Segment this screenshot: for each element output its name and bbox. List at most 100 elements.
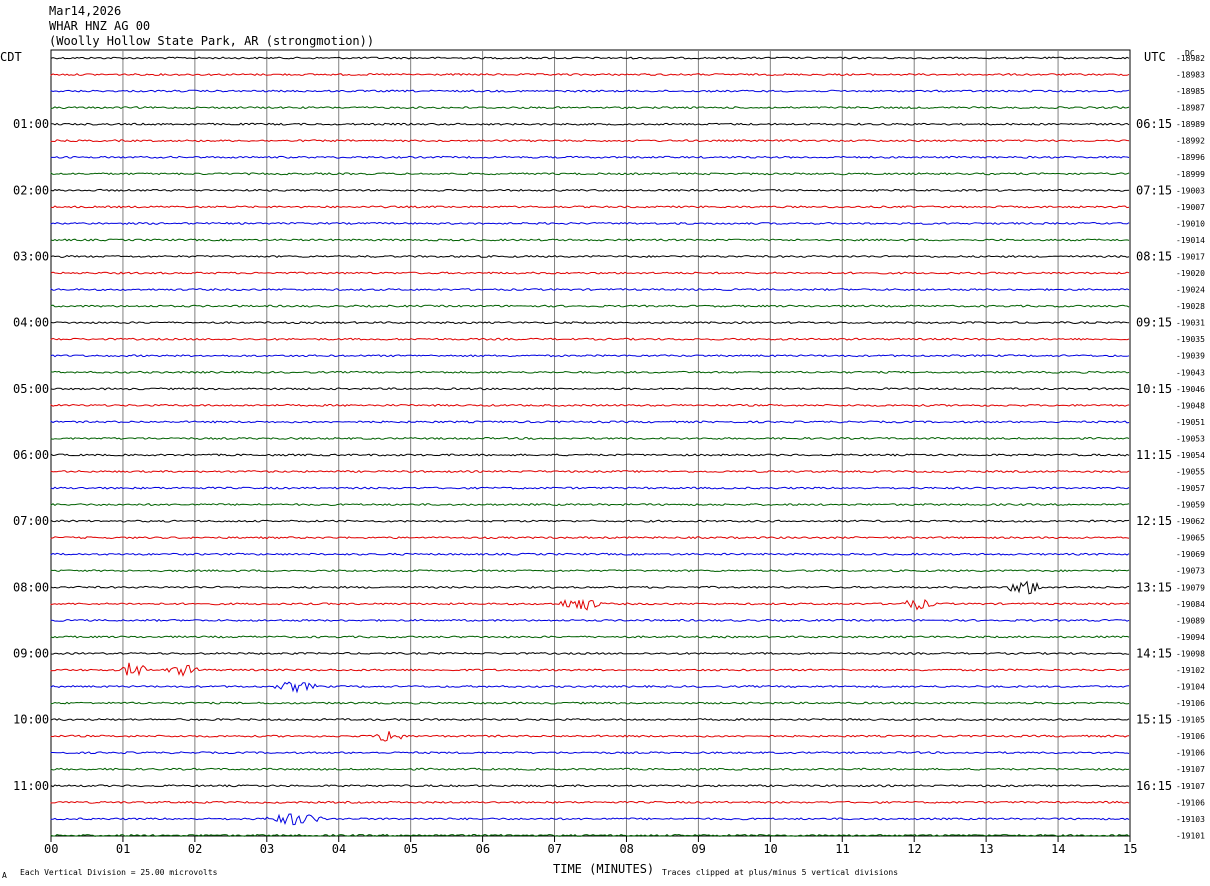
right-hour-label: 07:15 xyxy=(1136,183,1172,197)
dc-offset-label: -19017 xyxy=(1176,252,1205,261)
seismic-trace xyxy=(50,370,1130,374)
seismic-trace xyxy=(50,486,1130,490)
dc-offset-label: -18982 xyxy=(1176,54,1205,63)
right-hour-label: 15:15 xyxy=(1136,713,1172,727)
seismic-trace xyxy=(50,89,1130,93)
seismic-trace xyxy=(50,271,1130,275)
seismic-trace xyxy=(50,238,1130,242)
seismic-trace xyxy=(50,569,1130,573)
left-hour-label: 02:00 xyxy=(13,183,49,197)
seismic-trace xyxy=(50,304,1130,308)
dc-offset-label: -19079 xyxy=(1176,583,1205,592)
scale-note: Each Vertical Division = 25.00 microvolt… xyxy=(20,868,218,877)
right-hour-label: 08:15 xyxy=(1136,249,1172,263)
dc-offset-label: -19107 xyxy=(1176,765,1205,774)
dc-offset-label: -19065 xyxy=(1176,534,1205,543)
right-hour-label: 14:15 xyxy=(1136,646,1172,660)
plot-grid xyxy=(50,49,1131,837)
seismic-trace xyxy=(50,718,1130,722)
seismic-trace xyxy=(50,536,1130,540)
dc-offset-label: -19103 xyxy=(1176,815,1205,824)
left-hour-label: 01:00 xyxy=(13,117,49,131)
dc-offset-label: -18992 xyxy=(1176,137,1205,146)
left-hour-label: 04:00 xyxy=(13,316,49,330)
seismic-trace xyxy=(50,122,1130,126)
header-station: WHAR HNZ AG 00 xyxy=(49,19,151,33)
right-hour-label: 13:15 xyxy=(1136,580,1172,594)
seismic-trace xyxy=(50,751,1130,755)
dc-offset-label: -19035 xyxy=(1176,335,1205,344)
seismic-trace xyxy=(50,800,1130,804)
seismic-trace xyxy=(50,767,1130,771)
dc-offset-label: -19051 xyxy=(1176,418,1205,427)
right-hour-label: 11:15 xyxy=(1136,448,1172,462)
seismic-trace xyxy=(50,681,1130,694)
dc-offset-label: -19059 xyxy=(1176,501,1205,510)
seismic-trace xyxy=(50,106,1130,110)
corner-mark: A xyxy=(2,871,7,880)
x-axis-title: TIME (MINUTES) xyxy=(553,862,654,876)
seismic-trace xyxy=(50,469,1130,474)
left-hour-label: 03:00 xyxy=(13,249,49,263)
dc-offset-label: -19069 xyxy=(1176,550,1205,559)
x-tick-label: 14 xyxy=(1051,842,1065,856)
seismic-trace xyxy=(50,598,1130,611)
seismic-trace xyxy=(50,73,1130,77)
dc-offset-label: -19057 xyxy=(1176,484,1205,493)
plot-frame xyxy=(50,49,1131,837)
seismic-trace xyxy=(50,387,1130,391)
dc-offset-label: -19073 xyxy=(1176,567,1205,576)
seismic-trace xyxy=(50,453,1130,457)
seismic-trace xyxy=(50,287,1130,292)
dc-offset-label: -19105 xyxy=(1176,716,1205,725)
left-hour-label: 06:00 xyxy=(13,448,49,462)
right-hour-label: 12:15 xyxy=(1136,514,1172,528)
dc-offset-label: -19010 xyxy=(1176,219,1205,228)
dc-offset-label: -19043 xyxy=(1176,368,1205,377)
x-tick-label: 00 xyxy=(44,842,58,856)
x-tick-label: 03 xyxy=(260,842,274,856)
dc-offset-label: -19054 xyxy=(1176,451,1205,460)
dc-offset-label: -19101 xyxy=(1176,831,1205,840)
left-time-axis: 01:00 02:00 03:00 04:00 05:00 06:00 07:00 08:00… xyxy=(13,117,49,793)
dc-offset-label: -19104 xyxy=(1176,683,1205,692)
seismic-trace xyxy=(50,833,1130,837)
dc-offset-label: -19003 xyxy=(1176,186,1205,195)
x-tick-label: 05 xyxy=(404,842,418,856)
left-hour-label: 10:00 xyxy=(13,713,49,727)
seismic-trace xyxy=(50,139,1130,143)
x-tick-label: 07 xyxy=(548,842,562,856)
left-hour-label: 11:00 xyxy=(13,779,49,793)
x-tick-label: 01 xyxy=(116,842,130,856)
dc-offset-label: -19102 xyxy=(1176,666,1205,675)
x-tick-label: 10 xyxy=(763,842,777,856)
dc-offset-label: -18987 xyxy=(1176,104,1205,113)
dc-label: DC xyxy=(1185,49,1195,58)
dc-offset-label: -18999 xyxy=(1176,170,1205,179)
seismic-trace xyxy=(50,731,1130,742)
dc-offset-label: -19028 xyxy=(1176,302,1205,311)
dc-offset-label: -19106 xyxy=(1176,732,1205,741)
seismic-trace xyxy=(50,172,1130,176)
seismic-trace xyxy=(50,651,1130,655)
seismic-trace xyxy=(50,784,1130,788)
dc-offset-label: -19106 xyxy=(1176,749,1205,758)
dc-offset-label: -19039 xyxy=(1176,352,1205,361)
seismic-trace xyxy=(50,221,1130,225)
left-hour-label: 09:00 xyxy=(13,646,49,660)
x-tick-label: 11 xyxy=(835,842,849,856)
seismic-trace xyxy=(50,155,1130,159)
seismic-trace xyxy=(50,403,1130,407)
seismic-trace xyxy=(50,354,1130,358)
dc-offset-label: -19048 xyxy=(1176,401,1205,410)
header-location: (Woolly Hollow State Park, AR (strongmot… xyxy=(49,34,375,48)
right-hour-label: 16:15 xyxy=(1136,779,1172,793)
left-hour-label: 05:00 xyxy=(13,382,49,396)
seismic-trace xyxy=(50,337,1130,341)
x-tick-label: 08 xyxy=(619,842,633,856)
trace-group xyxy=(50,56,1130,837)
x-tick-label: 06 xyxy=(476,842,490,856)
seismic-trace xyxy=(50,188,1130,192)
dc-offset-label: -19020 xyxy=(1176,269,1205,278)
